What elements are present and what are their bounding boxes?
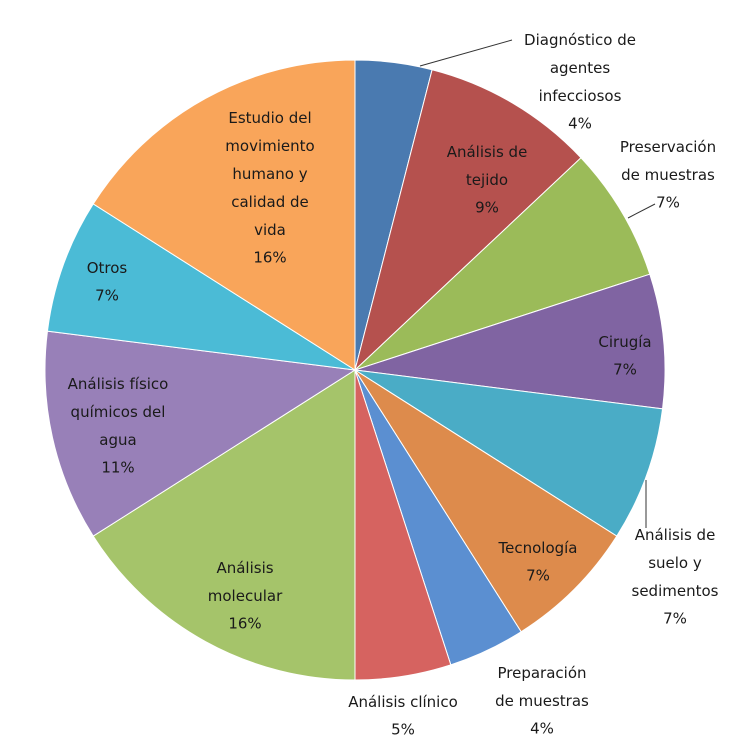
- pie-slice: [354, 273, 666, 410]
- pie-slice: [44, 330, 357, 537]
- pie-slice: [354, 369, 664, 537]
- slice-label: Análisis físico químicos del agua: [68, 375, 169, 449]
- slice-label: Análisis de tejido: [447, 143, 528, 189]
- leader-line: [627, 203, 656, 219]
- value-label: 7%: [613, 361, 637, 379]
- slice-label: Otros: [87, 259, 128, 277]
- value-label: 16%: [228, 615, 261, 633]
- slice-label: Tecnología: [498, 539, 578, 557]
- slice-label: Análisis clínico: [348, 693, 458, 711]
- slice-label: Análisis de suelo y sedimentos: [632, 526, 719, 600]
- pie-slice: [354, 369, 618, 633]
- value-label: 7%: [656, 194, 680, 212]
- slice-label: Diagnóstico de agentes infecciosos: [524, 31, 636, 105]
- value-label: 7%: [95, 287, 119, 305]
- value-label: 7%: [663, 610, 687, 628]
- slice-label: Preservación de muestras: [620, 138, 716, 184]
- slice-label: Estudio del movimiento humano y calidad de v…: [225, 109, 314, 239]
- value-label: 4%: [568, 115, 592, 133]
- value-label: 9%: [475, 199, 499, 217]
- slice-label: Cirugía: [598, 333, 651, 351]
- value-label: 4%: [530, 720, 554, 738]
- value-label: 5%: [391, 721, 415, 739]
- value-label: 11%: [101, 459, 134, 477]
- pie-slice: [46, 203, 356, 371]
- value-label: 7%: [526, 567, 550, 585]
- pie-slice: [92, 369, 356, 681]
- pie-slice: [92, 59, 356, 371]
- slice-label: Análisis molecular: [208, 559, 283, 605]
- pie-slice: [354, 157, 651, 371]
- value-label: 16%: [253, 249, 286, 267]
- slice-label: Preparación de muestras: [495, 664, 589, 710]
- pie-slice: [354, 69, 582, 372]
- leader-line: [419, 39, 513, 67]
